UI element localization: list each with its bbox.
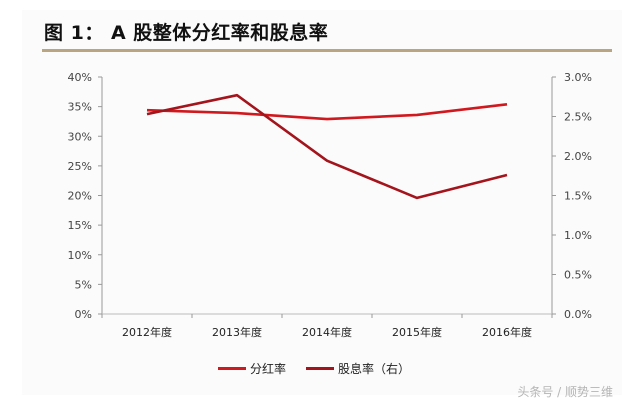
right-tick-label: 1.0%	[564, 229, 592, 242]
title-underline	[42, 49, 612, 52]
series-line-payout-ratio	[146, 103, 508, 121]
right-tick-label: 1.5%	[564, 190, 592, 203]
left-tick-label: 25%	[68, 160, 92, 173]
chart-legend: 分红率 股息率（右）	[218, 360, 410, 377]
right-tick-label: 3.0%	[564, 71, 592, 84]
x-category-label: 2015年度	[392, 325, 442, 339]
left-tick-label: 30%	[68, 130, 92, 143]
legend-label: 分红率	[250, 362, 287, 376]
x-category-label: 2013年度	[212, 325, 262, 339]
legend-swatch-payout	[218, 367, 246, 370]
x-category-label: 2016年度	[482, 325, 532, 339]
x-category-label: 2014年度	[302, 325, 352, 339]
left-tick-label: 10%	[68, 249, 92, 262]
chart-axes: 0% 5% 10% 15% 20% 25% 30% 35% 40% 0.0% 0.5% 1.0% 1.5…	[68, 71, 592, 339]
left-tick-label: 35%	[68, 101, 92, 114]
left-tick-label: 20%	[68, 190, 92, 203]
left-tick-label: 0%	[75, 308, 92, 321]
left-tick-label: 15%	[68, 219, 92, 232]
legend-item-dividend-yield: 股息率（右）	[306, 360, 410, 377]
legend-label: 股息率（右）	[338, 362, 411, 376]
legend-swatch-yield	[306, 367, 335, 370]
right-tick-label: 2.5%	[564, 111, 592, 124]
watermark: 头条号 / 顺势三维	[517, 385, 613, 399]
legend-item-dividend-payout: 分红率	[218, 360, 286, 377]
right-tick-label: 0.0%	[564, 308, 592, 321]
chart-lines	[146, 93, 508, 200]
left-tick-label: 40%	[68, 71, 92, 84]
series-line-dividend-yield	[146, 93, 508, 200]
left-tick-label: 5%	[75, 278, 92, 291]
chart-panel	[22, 10, 622, 395]
right-tick-label: 2.0%	[564, 150, 592, 163]
chart-title: 图 1： A 股整体分红率和股息率	[44, 22, 329, 44]
x-category-label: 2012年度	[122, 325, 172, 339]
right-tick-label: 0.5%	[564, 269, 592, 282]
